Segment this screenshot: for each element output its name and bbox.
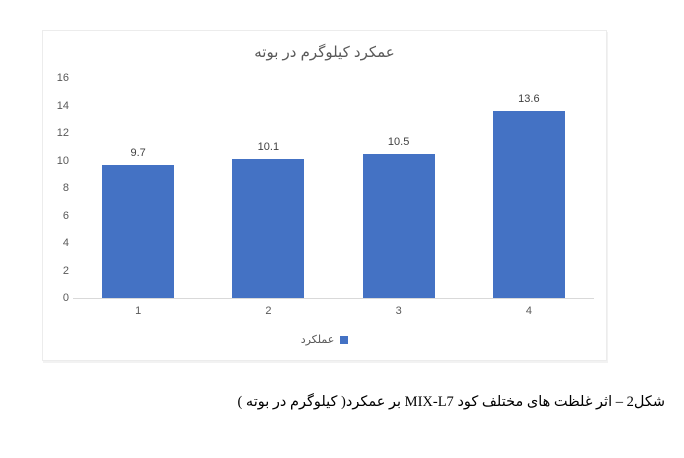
chart-title: عمکرد کیلوگرم در بوته	[254, 44, 395, 61]
y-tick-label: 12	[56, 127, 69, 139]
chart-container: عمکرد کیلوگرم در بوته 0 2 4 6 8 10 12 14 16 9.7 1 1…	[42, 30, 607, 361]
y-tick-label: 0	[62, 292, 69, 304]
bar-value-label: 10.5	[387, 135, 410, 148]
bar	[362, 153, 435, 298]
y-tick-label: 10	[56, 154, 69, 167]
y-tick-label: 4	[62, 237, 69, 249]
bar-value-label: 13.6	[518, 93, 540, 105]
y-tick-label: 2	[62, 264, 69, 277]
legend-label: عملکرد	[300, 334, 335, 346]
x-tick-label: 4	[525, 305, 532, 317]
y-tick-label: 16	[56, 72, 69, 84]
legend: عملکرد	[43, 333, 606, 346]
bar	[102, 164, 175, 298]
bar-value-label: 10.1	[257, 141, 280, 154]
y-tick-label: 14	[56, 99, 69, 112]
x-tick-label: 3	[395, 305, 402, 317]
figure-caption: شکل2 – اثر غلظت های مختلف کود MIX-L7 بر …	[237, 394, 665, 410]
legend-swatch-icon	[340, 335, 349, 344]
bar	[492, 111, 565, 298]
plot-area: 0 2 4 6 8 10 12 14 16 9.7 1 10.1 2 10.5 3 13.6 4	[43, 31, 606, 360]
x-tick-label: 1	[135, 305, 142, 317]
bar	[232, 159, 305, 298]
x-axis-line	[73, 298, 594, 299]
x-tick-label: 2	[265, 305, 272, 317]
bar-value-label: 9.7	[130, 146, 146, 159]
y-tick-label: 6	[62, 209, 69, 222]
y-tick-label: 8	[62, 182, 69, 194]
